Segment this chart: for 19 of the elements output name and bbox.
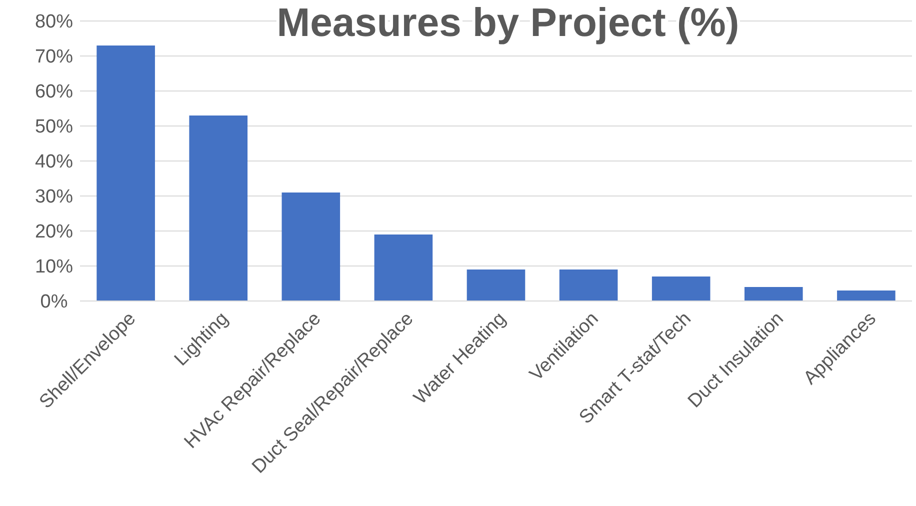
bar [189,116,248,301]
bar [837,290,896,301]
y-tick-label: 0% [40,292,68,313]
y-tick-label: 80% [34,12,74,33]
bar [96,46,155,301]
y-tick-label: 70% [34,46,74,68]
y-tick-label: 10% [34,256,74,278]
chart-title: Measures by Project (%) [276,1,740,45]
y-tick-label: 20% [34,222,74,243]
bar [466,270,526,301]
bar [374,234,433,301]
y-tick-label: 50% [34,116,74,138]
bar [559,270,618,301]
y-tick-label: 30% [34,186,74,208]
bar [652,276,710,301]
y-tick-label: 40% [34,152,74,173]
y-tick-label: 60% [34,82,74,103]
bar [282,192,340,301]
bar [744,287,803,301]
